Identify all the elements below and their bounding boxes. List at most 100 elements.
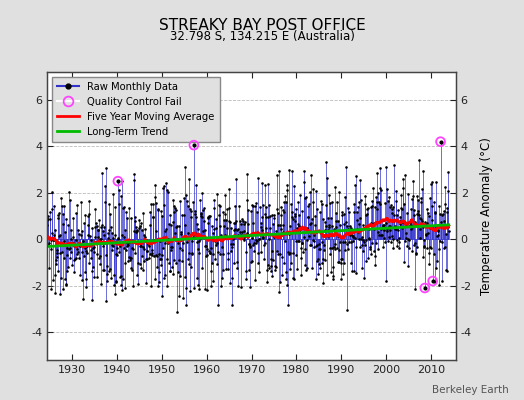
Point	[150, 253, 158, 259]
Point	[56, 250, 64, 256]
Point	[70, 243, 78, 250]
Point	[124, 242, 133, 249]
Point	[358, 234, 366, 241]
Point	[360, 274, 368, 281]
Point	[96, 236, 104, 242]
Point	[310, 244, 319, 250]
Point	[326, 251, 335, 258]
Point	[161, 228, 170, 234]
Point	[419, 254, 428, 260]
Point	[209, 278, 217, 284]
Point	[354, 204, 362, 210]
Point	[316, 246, 324, 252]
Point	[270, 263, 279, 269]
Point	[391, 222, 399, 229]
Point	[54, 215, 62, 222]
Point	[328, 245, 336, 251]
Point	[408, 224, 416, 230]
Point	[243, 171, 251, 177]
Point	[125, 257, 134, 263]
Point	[215, 234, 223, 240]
Point	[163, 282, 171, 289]
Point	[431, 179, 440, 185]
Point	[410, 207, 418, 213]
Point	[390, 212, 398, 218]
Point	[173, 222, 181, 229]
Point	[303, 225, 311, 231]
Point	[193, 274, 201, 281]
Point	[82, 284, 91, 290]
Point	[116, 243, 124, 249]
Point	[231, 220, 239, 226]
Point	[250, 230, 259, 236]
Point	[295, 238, 303, 244]
Point	[444, 188, 453, 194]
Point	[57, 194, 66, 201]
Point	[374, 190, 382, 196]
Point	[353, 226, 362, 233]
Point	[230, 220, 238, 226]
Point	[392, 243, 401, 249]
Point	[135, 225, 144, 231]
Point	[281, 276, 290, 282]
Point	[390, 218, 399, 224]
Point	[121, 227, 129, 233]
Point	[255, 269, 263, 276]
Point	[219, 209, 227, 216]
Point	[346, 260, 355, 266]
Point	[230, 227, 238, 234]
Point	[94, 226, 102, 233]
Point	[164, 236, 172, 242]
Point	[422, 231, 430, 238]
Point	[124, 240, 132, 246]
Point	[378, 223, 387, 229]
Point	[104, 235, 112, 242]
Point	[73, 246, 81, 252]
Point	[239, 234, 247, 241]
Point	[311, 222, 319, 228]
Point	[68, 241, 76, 247]
Point	[167, 244, 175, 250]
Point	[319, 280, 327, 286]
Point	[314, 261, 323, 268]
Point	[204, 220, 212, 226]
Point	[122, 247, 130, 254]
Point	[365, 226, 374, 232]
Point	[49, 237, 57, 244]
Point	[232, 176, 240, 182]
Point	[417, 195, 425, 202]
Point	[291, 211, 299, 217]
Point	[236, 232, 245, 238]
Point	[117, 281, 125, 288]
Point	[380, 222, 389, 228]
Point	[169, 197, 178, 203]
Point	[103, 278, 111, 284]
Point	[413, 208, 422, 214]
Point	[181, 274, 190, 281]
Point	[313, 256, 322, 262]
Point	[296, 227, 304, 233]
Point	[242, 249, 250, 256]
Point	[150, 237, 158, 243]
Point	[235, 203, 243, 210]
Point	[190, 142, 198, 148]
Point	[403, 243, 411, 249]
Point	[178, 258, 187, 264]
Point	[172, 223, 180, 230]
Point	[190, 142, 198, 148]
Point	[365, 235, 373, 241]
Point	[325, 245, 334, 251]
Point	[224, 185, 233, 192]
Point	[63, 267, 71, 274]
Point	[43, 222, 51, 228]
Point	[86, 233, 94, 239]
Point	[176, 272, 184, 279]
Point	[148, 246, 157, 253]
Point	[341, 194, 350, 200]
Point	[270, 234, 278, 240]
Point	[189, 199, 197, 205]
Point	[264, 214, 272, 221]
Point	[223, 256, 232, 263]
Point	[287, 260, 295, 266]
Point	[137, 220, 146, 226]
